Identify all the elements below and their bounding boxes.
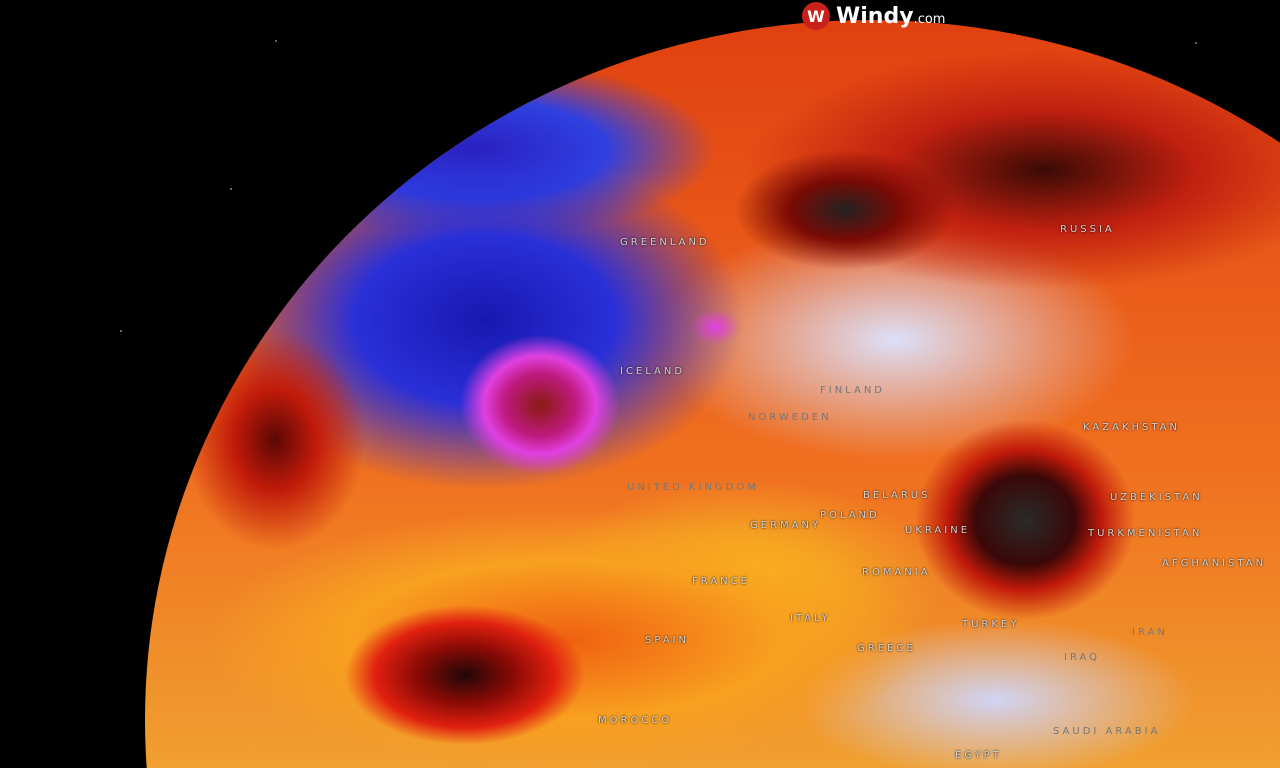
country-label: ICELAND — [620, 366, 686, 377]
country-label: SAUDI ARABIA — [1053, 726, 1161, 737]
country-label: GERMANY — [750, 520, 822, 531]
country-label: NORWEDEN — [748, 412, 832, 423]
country-label: POLAND — [820, 510, 880, 521]
country-label: TURKEY — [962, 619, 1020, 630]
country-label: BELARUS — [863, 490, 931, 501]
star — [120, 330, 122, 332]
country-label: AFGHANISTAN — [1162, 558, 1267, 569]
brand-suffix: .com — [913, 11, 946, 27]
country-label: UZBEKISTAN — [1110, 492, 1203, 503]
country-label: FINLAND — [820, 385, 886, 396]
star — [230, 188, 232, 190]
star — [1195, 42, 1197, 44]
country-label: TURKMENISTAN — [1088, 528, 1203, 539]
windy-logo-icon: W — [802, 2, 830, 30]
country-label: UNITED KINGDOM — [627, 482, 759, 493]
brand-name: Windy — [836, 3, 914, 29]
country-label: GREECE — [857, 643, 916, 654]
country-label: IRAN — [1132, 627, 1168, 638]
country-label: UKRAINE — [905, 525, 971, 536]
country-label: RUSSIA — [1060, 224, 1115, 235]
star — [275, 40, 277, 42]
country-label: ITALY — [790, 613, 831, 624]
country-label: MOROCCO — [598, 715, 673, 726]
country-label: GREENLAND — [620, 237, 710, 248]
country-label: IRAQ — [1064, 652, 1101, 663]
country-label: ROMANIA — [862, 567, 931, 578]
country-label: EGYPT — [955, 750, 1002, 761]
weather-globe[interactable] — [145, 20, 1280, 768]
country-label: FRANCE — [692, 576, 750, 587]
country-label: KAZAKHSTAN — [1083, 422, 1180, 433]
windy-logo[interactable]: W Windy.com — [802, 2, 945, 30]
country-label: SPAIN — [645, 635, 690, 646]
